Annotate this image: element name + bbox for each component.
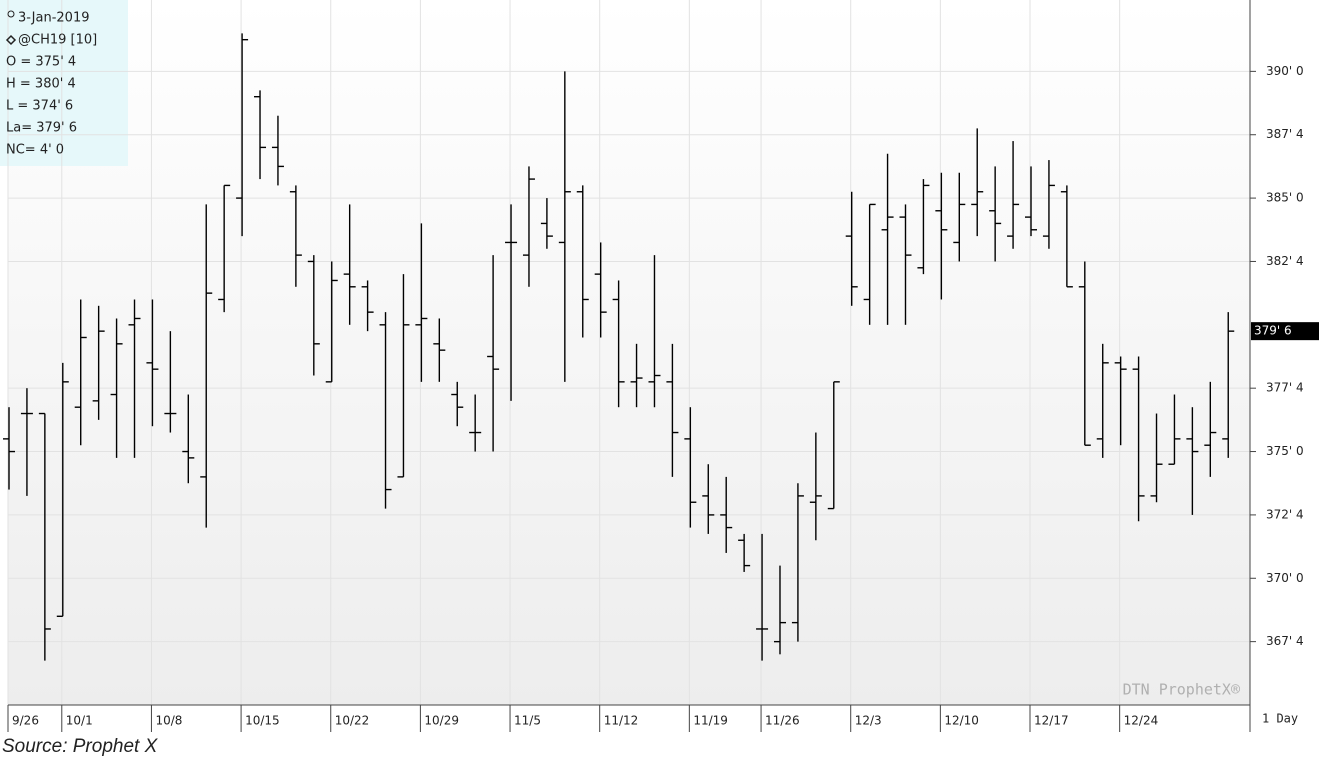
- x-tick-label: 10/1: [66, 714, 93, 728]
- x-tick-label: 12/3: [855, 714, 882, 728]
- y-tick-label: 387' 4: [1266, 127, 1304, 141]
- y-tick-label: 367' 4: [1266, 634, 1304, 648]
- y-tick-label: 382' 4: [1266, 254, 1304, 268]
- y-tick-label: 390' 0: [1266, 64, 1304, 78]
- x-tick-label: 10/22: [335, 714, 370, 728]
- grid: 367' 4 370' 0 372' 4 375' 0 377' 4 382' 4 385'…: [7, 0, 1319, 732]
- x-tick-label: 11/26: [765, 714, 800, 728]
- info-box: [0, 0, 128, 166]
- x-tick-label: 10/15: [245, 714, 280, 728]
- x-tick-label: 12/24: [1124, 714, 1159, 728]
- y-tick-label: 372' 4: [1266, 507, 1304, 521]
- x-tick-label: 11/19: [693, 714, 728, 728]
- y-tick-label: 377' 4: [1266, 381, 1304, 395]
- info-line: La= 379' 6: [6, 121, 77, 136]
- y-tick-label: 370' 0: [1266, 571, 1304, 585]
- info-line: @CH19 [10]: [18, 33, 97, 48]
- info-line: L = 374' 6: [6, 99, 73, 114]
- info-line: H = 380' 4: [6, 77, 76, 92]
- zoom-icon: [7, 10, 15, 18]
- info-line: O = 375' 4: [6, 55, 76, 70]
- x-tick-label: 12/17: [1034, 714, 1069, 728]
- x-tick-label: 9/26: [12, 714, 39, 728]
- period-label: 1 Day: [1262, 712, 1298, 726]
- x-tick-label: 10/29: [424, 714, 459, 728]
- bars: [3, 33, 1235, 661]
- x-tick-label: 10/8: [155, 714, 182, 728]
- plot-background: [8, 0, 1250, 705]
- x-tick-label: 12/10: [944, 714, 979, 728]
- y-tick-label: 385' 0: [1266, 191, 1304, 205]
- info-line: NC= 4' 0: [6, 143, 64, 158]
- x-tick-label: 11/12: [604, 714, 639, 728]
- info-lines: 3-Jan-2019 @CH19 [10] O = 375' 4 H = 380' 4…: [5, 10, 97, 158]
- y-tick-label: 375' 0: [1266, 444, 1304, 458]
- last-price-box: [1251, 322, 1319, 341]
- source: Source: Prophet X: [2, 736, 159, 757]
- x-tick-label: 11/5: [514, 714, 541, 728]
- diamond-icon: [5, 34, 17, 46]
- last-price-label: 379' 6: [1254, 324, 1292, 338]
- watermark: DTN ProphetX®: [1123, 681, 1241, 699]
- info-line: 3-Jan-2019: [18, 11, 90, 26]
